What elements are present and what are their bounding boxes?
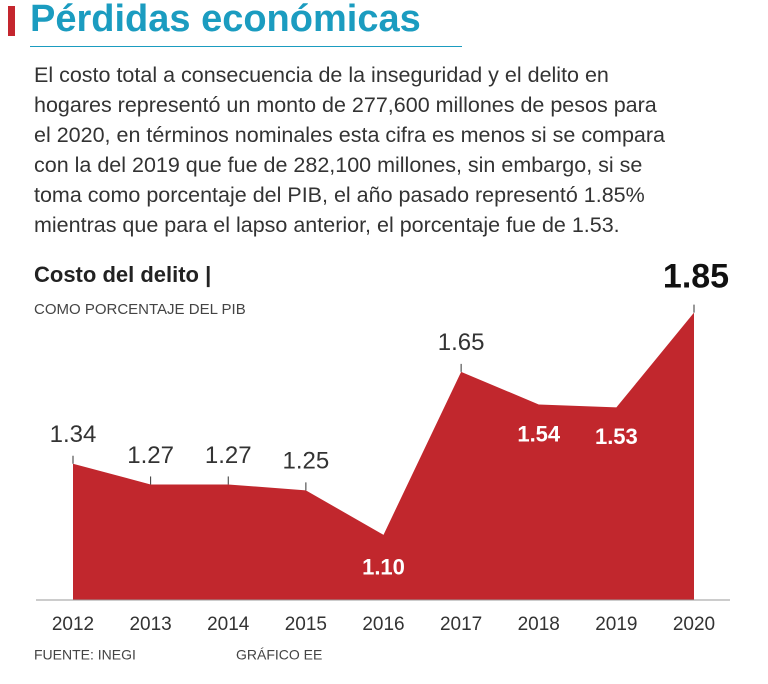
value-label: 1.54	[517, 421, 561, 446]
description-line: hogares representó un monto de 277,600 m…	[34, 93, 657, 117]
x-tick-label: 2012	[52, 614, 94, 635]
x-tick-label: 2020	[673, 614, 715, 635]
chart-subtitle: COMO PORCENTAJE DEL PIB	[34, 301, 246, 318]
description-line: El costo total a consecuencia de la inse…	[34, 63, 609, 87]
value-label: 1.65	[438, 329, 485, 356]
x-tick-label: 2018	[518, 614, 560, 635]
title-accent	[8, 6, 15, 36]
x-tick-label: 2016	[362, 614, 404, 635]
page-title: Pérdidas económicas	[30, 0, 421, 40]
value-label: 1.27	[205, 442, 252, 469]
description-line: el 2020, en términos nominales esta cifr…	[34, 123, 665, 147]
area	[73, 312, 694, 600]
x-tick-label: 2017	[440, 614, 482, 635]
x-tick-label: 2019	[595, 614, 637, 635]
value-label: 1.34	[50, 421, 97, 448]
description-line: toma como porcentaje del PIB, el año pas…	[34, 183, 645, 207]
chart-title: Costo del delito |	[34, 262, 211, 287]
description-line: con la del 2019 que fue de 282,100 millo…	[34, 153, 643, 177]
value-label: 1.27	[127, 442, 174, 469]
value-label: 1.10	[362, 555, 405, 580]
description-line: mientras que para el lapso anterior, el …	[34, 213, 620, 237]
title-rule	[30, 46, 462, 47]
credit: GRÁFICO EE	[236, 647, 322, 663]
source: FUENTE: INEGI	[34, 647, 136, 663]
x-tick-label: 2013	[129, 614, 171, 635]
value-label: 1.85	[663, 258, 729, 296]
value-label: 1.25	[283, 448, 330, 475]
description: El costo total a consecuencia de la inse…	[34, 60, 665, 240]
x-tick-label: 2014	[207, 614, 250, 635]
value-label: 1.53	[595, 424, 638, 449]
x-tick-label: 2015	[285, 614, 327, 635]
